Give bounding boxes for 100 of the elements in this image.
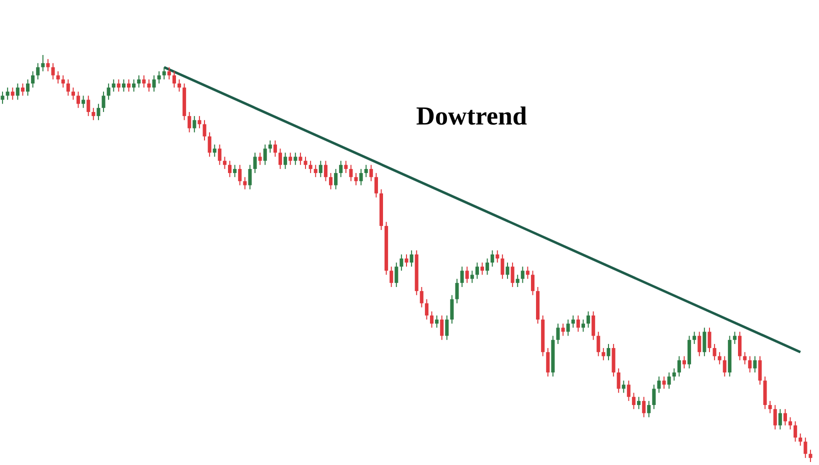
candlestick [157, 70, 161, 84]
candlestick [794, 420, 798, 442]
candlestick [410, 250, 414, 268]
candlestick [354, 172, 358, 186]
candlestick [460, 266, 464, 288]
candlestick [218, 144, 222, 166]
candlestick [566, 319, 570, 336]
candlestick [298, 152, 302, 166]
candlestick [96, 103, 100, 121]
candlestick [642, 396, 646, 418]
candlestick [394, 262, 398, 288]
candlestick [516, 274, 520, 288]
candlestick [465, 266, 469, 284]
candlestick [743, 352, 747, 365]
candlestick [798, 433, 802, 446]
candlestick [581, 319, 586, 332]
candlestick [82, 95, 86, 108]
candlestick [404, 254, 408, 268]
candlestick [46, 58, 50, 72]
candlestick [420, 286, 424, 308]
candlestick [314, 164, 318, 178]
candlestick [162, 66, 166, 80]
candlestick [672, 368, 676, 382]
candlestick [339, 160, 343, 178]
candlestick [369, 164, 373, 182]
candlestick [486, 258, 490, 276]
candlestick [702, 327, 706, 357]
candlestick [318, 160, 322, 178]
candlestick [475, 262, 479, 280]
candlestick [152, 74, 156, 92]
candlestick [748, 356, 752, 373]
candlestick [808, 449, 812, 462]
candlestick [698, 331, 702, 357]
candlestick [480, 262, 484, 276]
candlestick [606, 343, 610, 361]
candlestick [20, 82, 24, 96]
annotation: Dowtrend [416, 102, 528, 131]
candlestick [268, 140, 272, 154]
candlestick [637, 396, 641, 410]
candlestick [172, 70, 176, 88]
candlestick [576, 314, 580, 332]
candlestick [390, 266, 394, 288]
candlestick [308, 160, 312, 174]
candlestick [682, 356, 686, 369]
candlestick [445, 314, 449, 340]
candlestick [76, 91, 80, 108]
candlestick [738, 331, 742, 361]
candlestick [66, 78, 70, 96]
candlestick [788, 416, 792, 430]
candlestick [783, 408, 787, 426]
candlestick [374, 172, 378, 198]
candlestick [36, 62, 40, 80]
candlestick [556, 323, 560, 344]
candlestick [530, 270, 535, 296]
candlestick [102, 91, 106, 112]
candlestick [677, 356, 681, 378]
candlestick [212, 144, 216, 158]
candlestick [132, 78, 136, 92]
candlestick [258, 152, 262, 166]
candlestick [804, 437, 808, 458]
candlestick [626, 380, 630, 402]
candlestick [127, 78, 131, 92]
candlestick [732, 331, 736, 344]
candlestick [592, 310, 596, 340]
candlestick [450, 294, 454, 324]
candlestick [657, 376, 661, 394]
candlestick [26, 78, 30, 96]
candlestick [546, 348, 550, 378]
candlestick [192, 116, 196, 133]
candlestick [177, 78, 182, 92]
candlestick [233, 164, 237, 178]
candlestick [652, 384, 656, 410]
candlestick [147, 78, 151, 92]
candlestick [222, 156, 226, 170]
candlestick [712, 343, 716, 361]
candlestick [304, 156, 308, 170]
candlestick [10, 87, 14, 100]
candlestick [778, 408, 782, 430]
candlestick [364, 164, 368, 178]
candlestick [773, 404, 777, 430]
candlestick [470, 270, 474, 284]
candlestick [31, 70, 35, 88]
candlestick [616, 368, 620, 394]
candlestick [137, 74, 141, 88]
candlestick [208, 132, 212, 158]
candlestick [440, 314, 444, 340]
candlestick [596, 331, 600, 357]
candlestick [359, 168, 363, 186]
candlestick [718, 352, 722, 365]
candlestick [692, 331, 696, 344]
candlestick [198, 116, 202, 129]
candlestick [722, 356, 726, 378]
candlestick [349, 164, 353, 182]
candlestick [142, 74, 146, 88]
candlestick [324, 160, 328, 182]
candlestick [61, 74, 65, 88]
candlestick [228, 160, 232, 178]
candlestick [632, 392, 636, 410]
candlestick [273, 140, 277, 158]
candlestick [0, 91, 4, 104]
